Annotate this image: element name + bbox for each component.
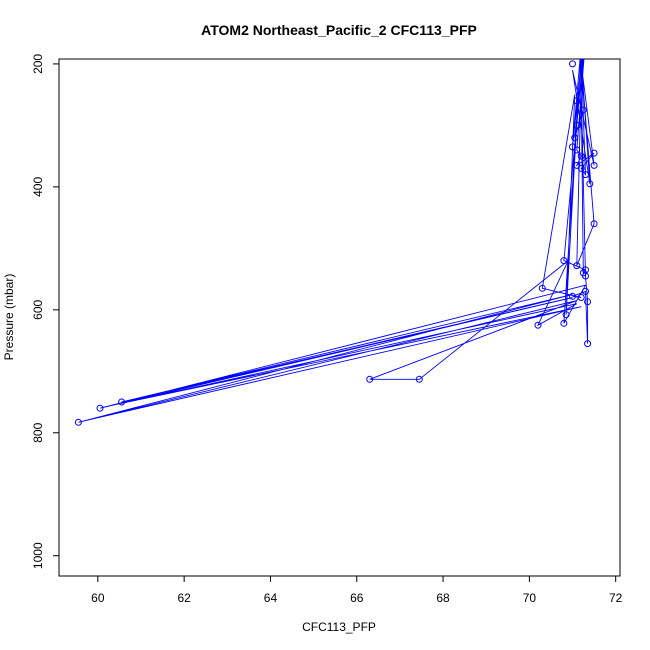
data-point (586, 180, 594, 188)
data-point (582, 272, 589, 280)
data-point (534, 321, 542, 329)
data-point (560, 319, 568, 327)
series-line (78, 59, 595, 423)
x-tick-label: 66 (350, 591, 364, 605)
data-point (569, 60, 576, 68)
x-tick-label: 60 (91, 591, 105, 605)
data-point (118, 398, 126, 406)
data-point (96, 404, 104, 412)
data-point (573, 262, 581, 270)
data-point (582, 287, 589, 295)
data-point (583, 18, 589, 24)
data-point (583, 30, 589, 36)
data-point (366, 375, 374, 383)
y-axis-label: Pressure (mbar) (2, 274, 16, 361)
y-tick-label: 400 (31, 177, 45, 197)
x-axis-label: CFC113_PFP (302, 620, 376, 634)
y-tick-label: 1000 (31, 542, 45, 569)
data-point (569, 292, 576, 300)
data-point (573, 146, 581, 154)
series-group (74, 18, 598, 426)
data-point (579, 106, 587, 114)
data-point (590, 161, 598, 169)
data-point (584, 340, 592, 348)
data-point (562, 311, 570, 319)
data-point (577, 164, 585, 172)
plot-area-frame (58, 58, 621, 577)
data-point (571, 134, 579, 142)
data-point (74, 418, 82, 426)
data-point (573, 97, 581, 105)
chart-title: ATOM2 Northeast_Pacific_2 CFC113_PFP (201, 22, 477, 38)
x-tick-label: 64 (264, 591, 278, 605)
x-tick-label: 62 (177, 591, 191, 605)
y-axis: 200 400 600 800 1000 (31, 54, 59, 569)
y-tick-label: 200 (31, 54, 45, 74)
x-tick-label: 72 (609, 591, 623, 605)
data-point (577, 294, 585, 301)
data-point (582, 171, 589, 179)
data-point (577, 152, 585, 160)
data-point (590, 220, 598, 228)
x-tick-label: 68 (436, 591, 450, 605)
x-axis: 60 62 64 66 68 70 72 (91, 576, 623, 605)
data-point (538, 284, 546, 292)
y-tick-label: 800 (31, 422, 45, 442)
x-tick-label: 70 (523, 591, 537, 605)
data-point (560, 257, 568, 265)
y-tick-label: 600 (31, 299, 45, 319)
data-point (590, 149, 598, 157)
data-point (584, 298, 592, 306)
data-point (415, 375, 423, 383)
data-point (573, 121, 581, 129)
